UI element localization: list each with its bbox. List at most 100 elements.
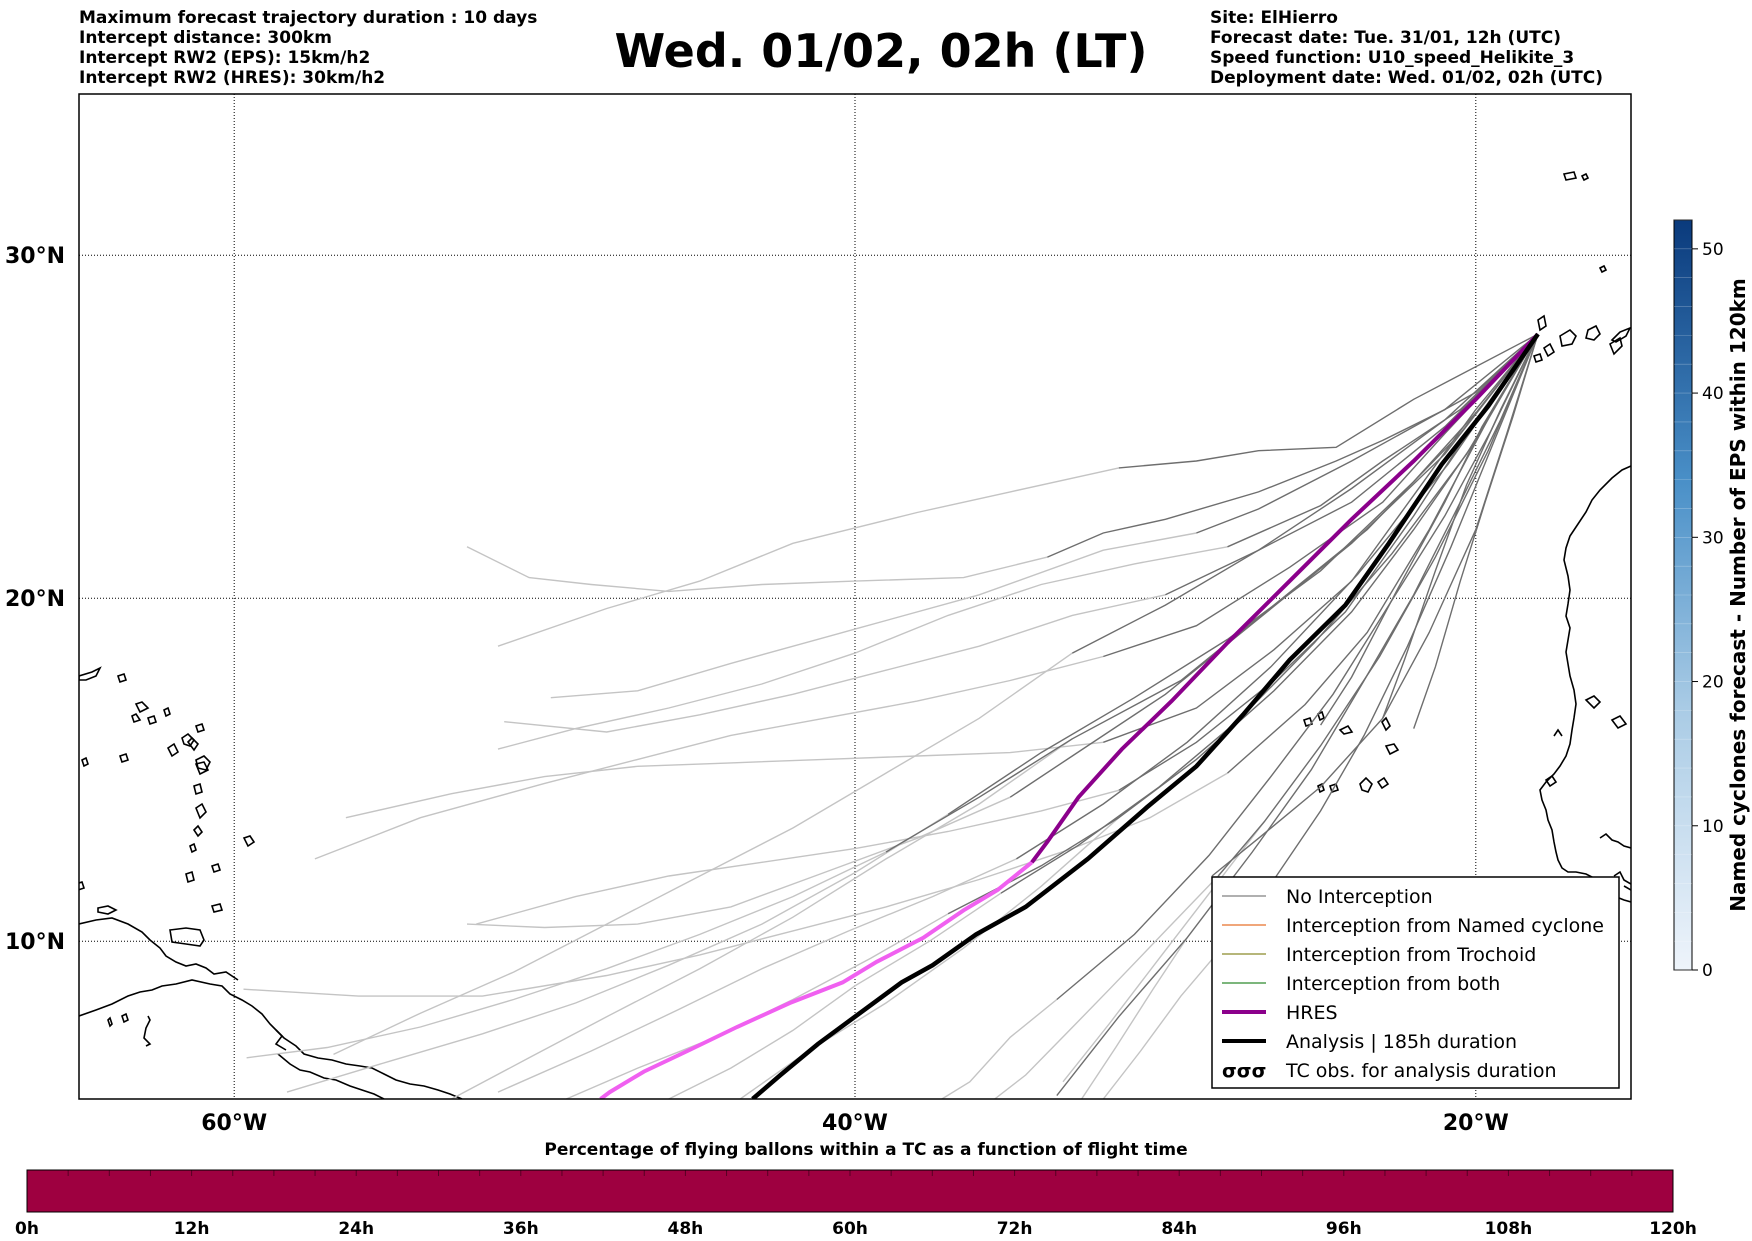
colorbar-bottom: Percentage of flying ballons within a TC… <box>15 1140 1697 1239</box>
colorbar-right-tick-label: 40 <box>1702 384 1724 404</box>
island-cv-sao-nicolau <box>1338 724 1354 735</box>
island-small-a <box>121 1012 129 1024</box>
lat-tick-label: 30°N <box>5 244 65 269</box>
header-info-right: Site: ElHierro Forecast date: Tue. 31/01… <box>1210 8 1603 88</box>
header-line-intercept-hres: Intercept RW2 (HRES): 30km/h2 <box>79 68 386 88</box>
header-line-forecast-date: Forecast date: Tue. 31/01, 12h (UTC) <box>1210 28 1561 48</box>
header-line-intercept-eps: Intercept RW2 (EPS): 15km/h2 <box>79 48 371 68</box>
trajectory-light <box>497 858 1017 1093</box>
colorbar-right-gradient <box>1673 219 1693 971</box>
trajectory-grey <box>1165 333 1539 596</box>
coast-guinea-bissau <box>1599 832 1631 849</box>
island-venezuela-coast <box>79 917 239 981</box>
island-vieques <box>116 672 128 684</box>
island-small-b <box>107 1016 113 1028</box>
island-bq <box>81 756 89 768</box>
trajectory-light <box>451 738 1073 1099</box>
trajectory-analysis <box>751 332 1540 1099</box>
trajectory-light <box>243 772 1228 997</box>
legend-label: Interception from Trochoid <box>1286 944 1536 966</box>
trajectories-main-group <box>599 332 1540 1099</box>
lat-tick-label: 20°N <box>5 587 65 612</box>
colorbar-bottom-tick-label: 0h <box>15 1219 39 1239</box>
coast-sierra <box>1623 885 1631 891</box>
colorbar-bottom-tick-label: 108h <box>1485 1219 1533 1239</box>
legend-label: TC obs. for analysis duration <box>1285 1060 1557 1082</box>
island-stlucia <box>192 824 204 838</box>
colorbar-bottom-tick-label: 84h <box>1161 1219 1197 1239</box>
island-tenerife <box>1559 328 1577 347</box>
colorbar-bottom-tick-label: 72h <box>997 1219 1033 1239</box>
coast-senegal <box>1553 728 1563 737</box>
island-fuerteventura <box>1609 336 1623 356</box>
trajectory-grey <box>1016 333 1539 860</box>
legend-label: Interception from Named cyclone <box>1286 915 1604 937</box>
trajectory-light <box>345 741 1104 819</box>
island-guadeloupe-b <box>186 736 200 752</box>
trajectory-light <box>550 532 1197 699</box>
island-leewards <box>181 732 196 747</box>
island-saba <box>163 706 171 718</box>
trajectory-light <box>1081 937 1188 1099</box>
trajectory-grey <box>1226 333 1539 942</box>
island-marie <box>118 752 130 764</box>
island-cv-sao-vicente <box>1317 710 1325 722</box>
island-puertorico <box>79 666 102 681</box>
island-barbados <box>210 862 222 874</box>
colorbar-right-tick-label: 0 <box>1702 961 1713 981</box>
coastlines <box>79 171 1631 1099</box>
island-grenadines <box>143 1015 152 1047</box>
trajectory-grey <box>1009 333 1539 798</box>
island-small-c <box>79 880 86 891</box>
legend-symbol-tc-obs: σσσ <box>1222 1060 1266 1082</box>
trajectory-grey <box>1071 333 1539 654</box>
header-line-deployment-date: Deployment date: Wed. 01/02, 02h (UTC) <box>1210 68 1604 88</box>
island-stkitts <box>166 742 180 758</box>
island-cv-maio <box>1376 776 1390 790</box>
island-virgin <box>134 701 150 714</box>
trajectory-light <box>668 892 1002 1099</box>
map-title: Wed. 01/02, 02h (LT) <box>614 24 1148 78</box>
trajectory-grey <box>1227 333 1539 548</box>
island-gran-canaria <box>1585 324 1601 341</box>
coast-africa <box>1539 465 1631 903</box>
coast-africa-islands <box>1544 774 1558 788</box>
trajectory-light <box>466 546 1048 593</box>
map-legend: No Interception Interception from Named c… <box>1211 876 1620 1089</box>
trajectory-grey <box>1000 333 1539 894</box>
island-cv-fogo <box>1328 782 1340 794</box>
trajectory-light <box>497 546 1228 750</box>
trajectory-light <box>466 796 1011 929</box>
island-la-gomera <box>1542 342 1556 358</box>
legend-label: No Interception <box>1286 886 1433 908</box>
island-cv-sal <box>1381 716 1391 732</box>
lon-tick-label: 20°W <box>1443 1111 1509 1136</box>
colorbar-right-tick-label: 20 <box>1702 673 1724 693</box>
island-anguilla <box>146 714 158 726</box>
island-lanzarote <box>1610 326 1631 343</box>
axis-labels: 30°N 20°N 10°N 60°W 40°W 20°W <box>5 244 1509 1136</box>
trajectory-light <box>476 789 1119 925</box>
colorbar-bottom-tick-label: 96h <box>1326 1219 1362 1239</box>
island-stvincent <box>189 842 197 854</box>
trajectory-light <box>497 467 1119 647</box>
coast-africa-cape-verde-edge <box>1584 695 1602 710</box>
trajectory-grey <box>1056 333 1539 1001</box>
island-grenada <box>185 870 195 884</box>
trajectory-grey <box>1056 333 1539 1097</box>
island-antigua <box>242 835 256 848</box>
colorbar-bottom-tick-label: 36h <box>503 1219 539 1239</box>
colorbar-bottom-tick-label: 24h <box>338 1219 374 1239</box>
island-cv-brava <box>1317 782 1325 794</box>
header-info-left: Maximum forecast trajectory duration : 1… <box>79 8 537 88</box>
trajectory-light <box>286 813 949 1093</box>
lon-tick-label: 60°W <box>201 1111 267 1136</box>
island-madeira <box>1562 171 1578 181</box>
header-line-intercept-distance: Intercept distance: 300km <box>79 28 332 48</box>
island-curacao <box>97 905 118 915</box>
trajectories-grey-group <box>885 333 1539 1097</box>
island-dominica <box>193 782 203 796</box>
trajectory-light <box>504 594 1166 733</box>
